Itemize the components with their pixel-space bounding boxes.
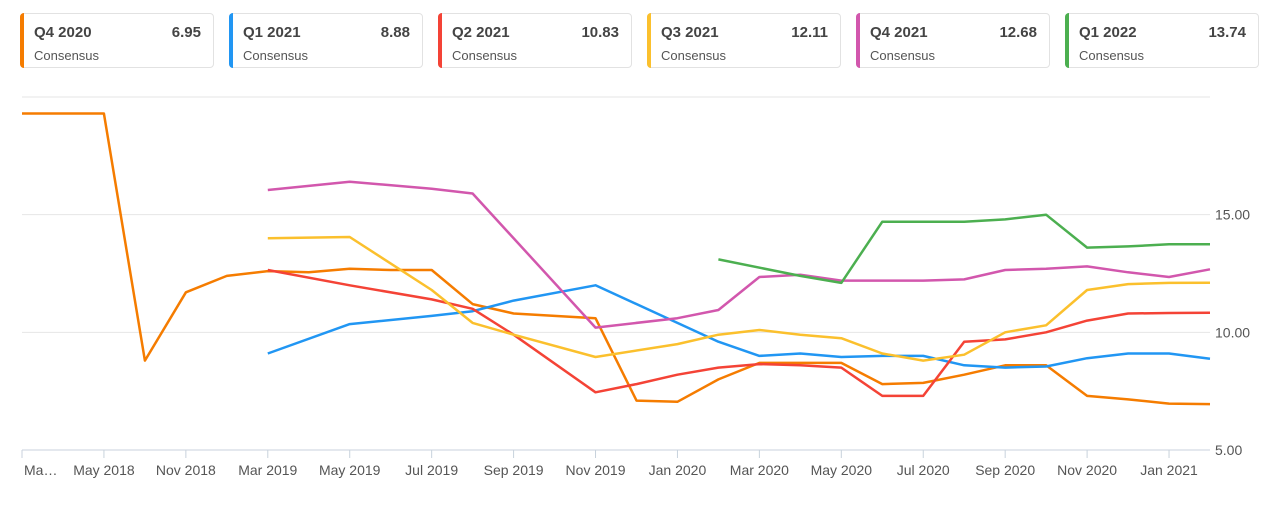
x-tick-label: Nov 2018 (156, 462, 216, 478)
card-value: 12.11 (791, 24, 828, 41)
card-quarter: Q2 2021 (452, 24, 510, 41)
card-quarter: Q1 2021 (243, 24, 301, 41)
x-tick-label: Nov 2020 (1057, 462, 1117, 478)
card-value: 6.95 (171, 24, 201, 41)
card-color-bar (1065, 13, 1069, 68)
consensus-card-5[interactable]: Q1 2022 13.74 Consensus (1065, 13, 1259, 68)
series-line-1[interactable] (267, 284, 1211, 369)
card-color-bar (20, 13, 24, 68)
card-color-bar (229, 13, 233, 68)
x-tick-label: May 2019 (319, 462, 381, 478)
y-axis: 5.00 10.00 15.00 (1215, 207, 1250, 458)
x-tick-label: Jan 2021 (1140, 462, 1198, 478)
eps-consensus-line-chart: Ma… May 2018 Nov 2018 Mar 2019 May 2019 Jul 2… (21, 96, 1250, 478)
y-tick-label: 5.00 (1215, 442, 1242, 458)
card-value: 8.88 (380, 24, 410, 41)
series-line-5[interactable] (718, 213, 1210, 285)
card-quarter: Q3 2021 (661, 24, 719, 41)
x-axis: Ma… May 2018 Nov 2018 Mar 2019 May 2019 Jul 2… (21, 450, 1198, 478)
card-value: 12.68 (999, 24, 1037, 41)
series-line-2[interactable] (267, 268, 1211, 398)
x-tick-label: Nov 2019 (566, 462, 626, 478)
y-tick-label: 15.00 (1215, 207, 1250, 223)
chart-series (22, 112, 1211, 406)
x-tick-label: Sep 2020 (975, 462, 1035, 478)
card-color-bar (647, 13, 651, 68)
card-value: 13.74 (1208, 24, 1246, 41)
x-tick-label: May 2020 (811, 462, 873, 478)
card-quarter: Q4 2020 (34, 24, 92, 41)
x-tick-label: Mar 2020 (730, 462, 789, 478)
card-label: Consensus (34, 48, 100, 63)
chart-gridlines (22, 96, 1210, 451)
card-label: Consensus (661, 48, 727, 63)
x-tick-label: Mar 2019 (238, 462, 297, 478)
x-tick-label: Jul 2020 (897, 462, 950, 478)
consensus-card-0[interactable]: Q4 2020 6.95 Consensus (20, 13, 214, 68)
x-tick-label: May 2018 (73, 462, 135, 478)
consensus-card-1[interactable]: Q1 2021 8.88 Consensus (229, 13, 423, 68)
consensus-cards: Q4 2020 6.95 Consensus Q1 2021 8.88 Cons… (0, 0, 1280, 80)
card-color-bar (856, 13, 860, 68)
card-color-bar (438, 13, 442, 68)
consensus-card-3[interactable]: Q3 2021 12.11 Consensus (647, 13, 841, 68)
series-line-3[interactable] (267, 235, 1211, 362)
x-tick-label: Jul 2019 (405, 462, 458, 478)
card-label: Consensus (1079, 48, 1145, 63)
card-label: Consensus (870, 48, 936, 63)
x-tick-label: Jan 2020 (649, 462, 707, 478)
card-quarter: Q1 2022 (1079, 24, 1137, 41)
consensus-card-4[interactable]: Q4 2021 12.68 Consensus (856, 13, 1050, 68)
y-tick-label: 10.00 (1215, 324, 1250, 340)
card-label: Consensus (243, 48, 309, 63)
card-quarter: Q4 2021 (870, 24, 928, 41)
card-label: Consensus (452, 48, 518, 63)
series-line-0[interactable] (22, 112, 1211, 406)
series-line-4[interactable] (267, 180, 1211, 329)
card-value: 10.83 (581, 24, 619, 41)
x-tick-label: Sep 2019 (484, 462, 544, 478)
x-tick-label: Ma… (24, 462, 57, 478)
consensus-card-2[interactable]: Q2 2021 10.83 Consensus (438, 13, 632, 68)
